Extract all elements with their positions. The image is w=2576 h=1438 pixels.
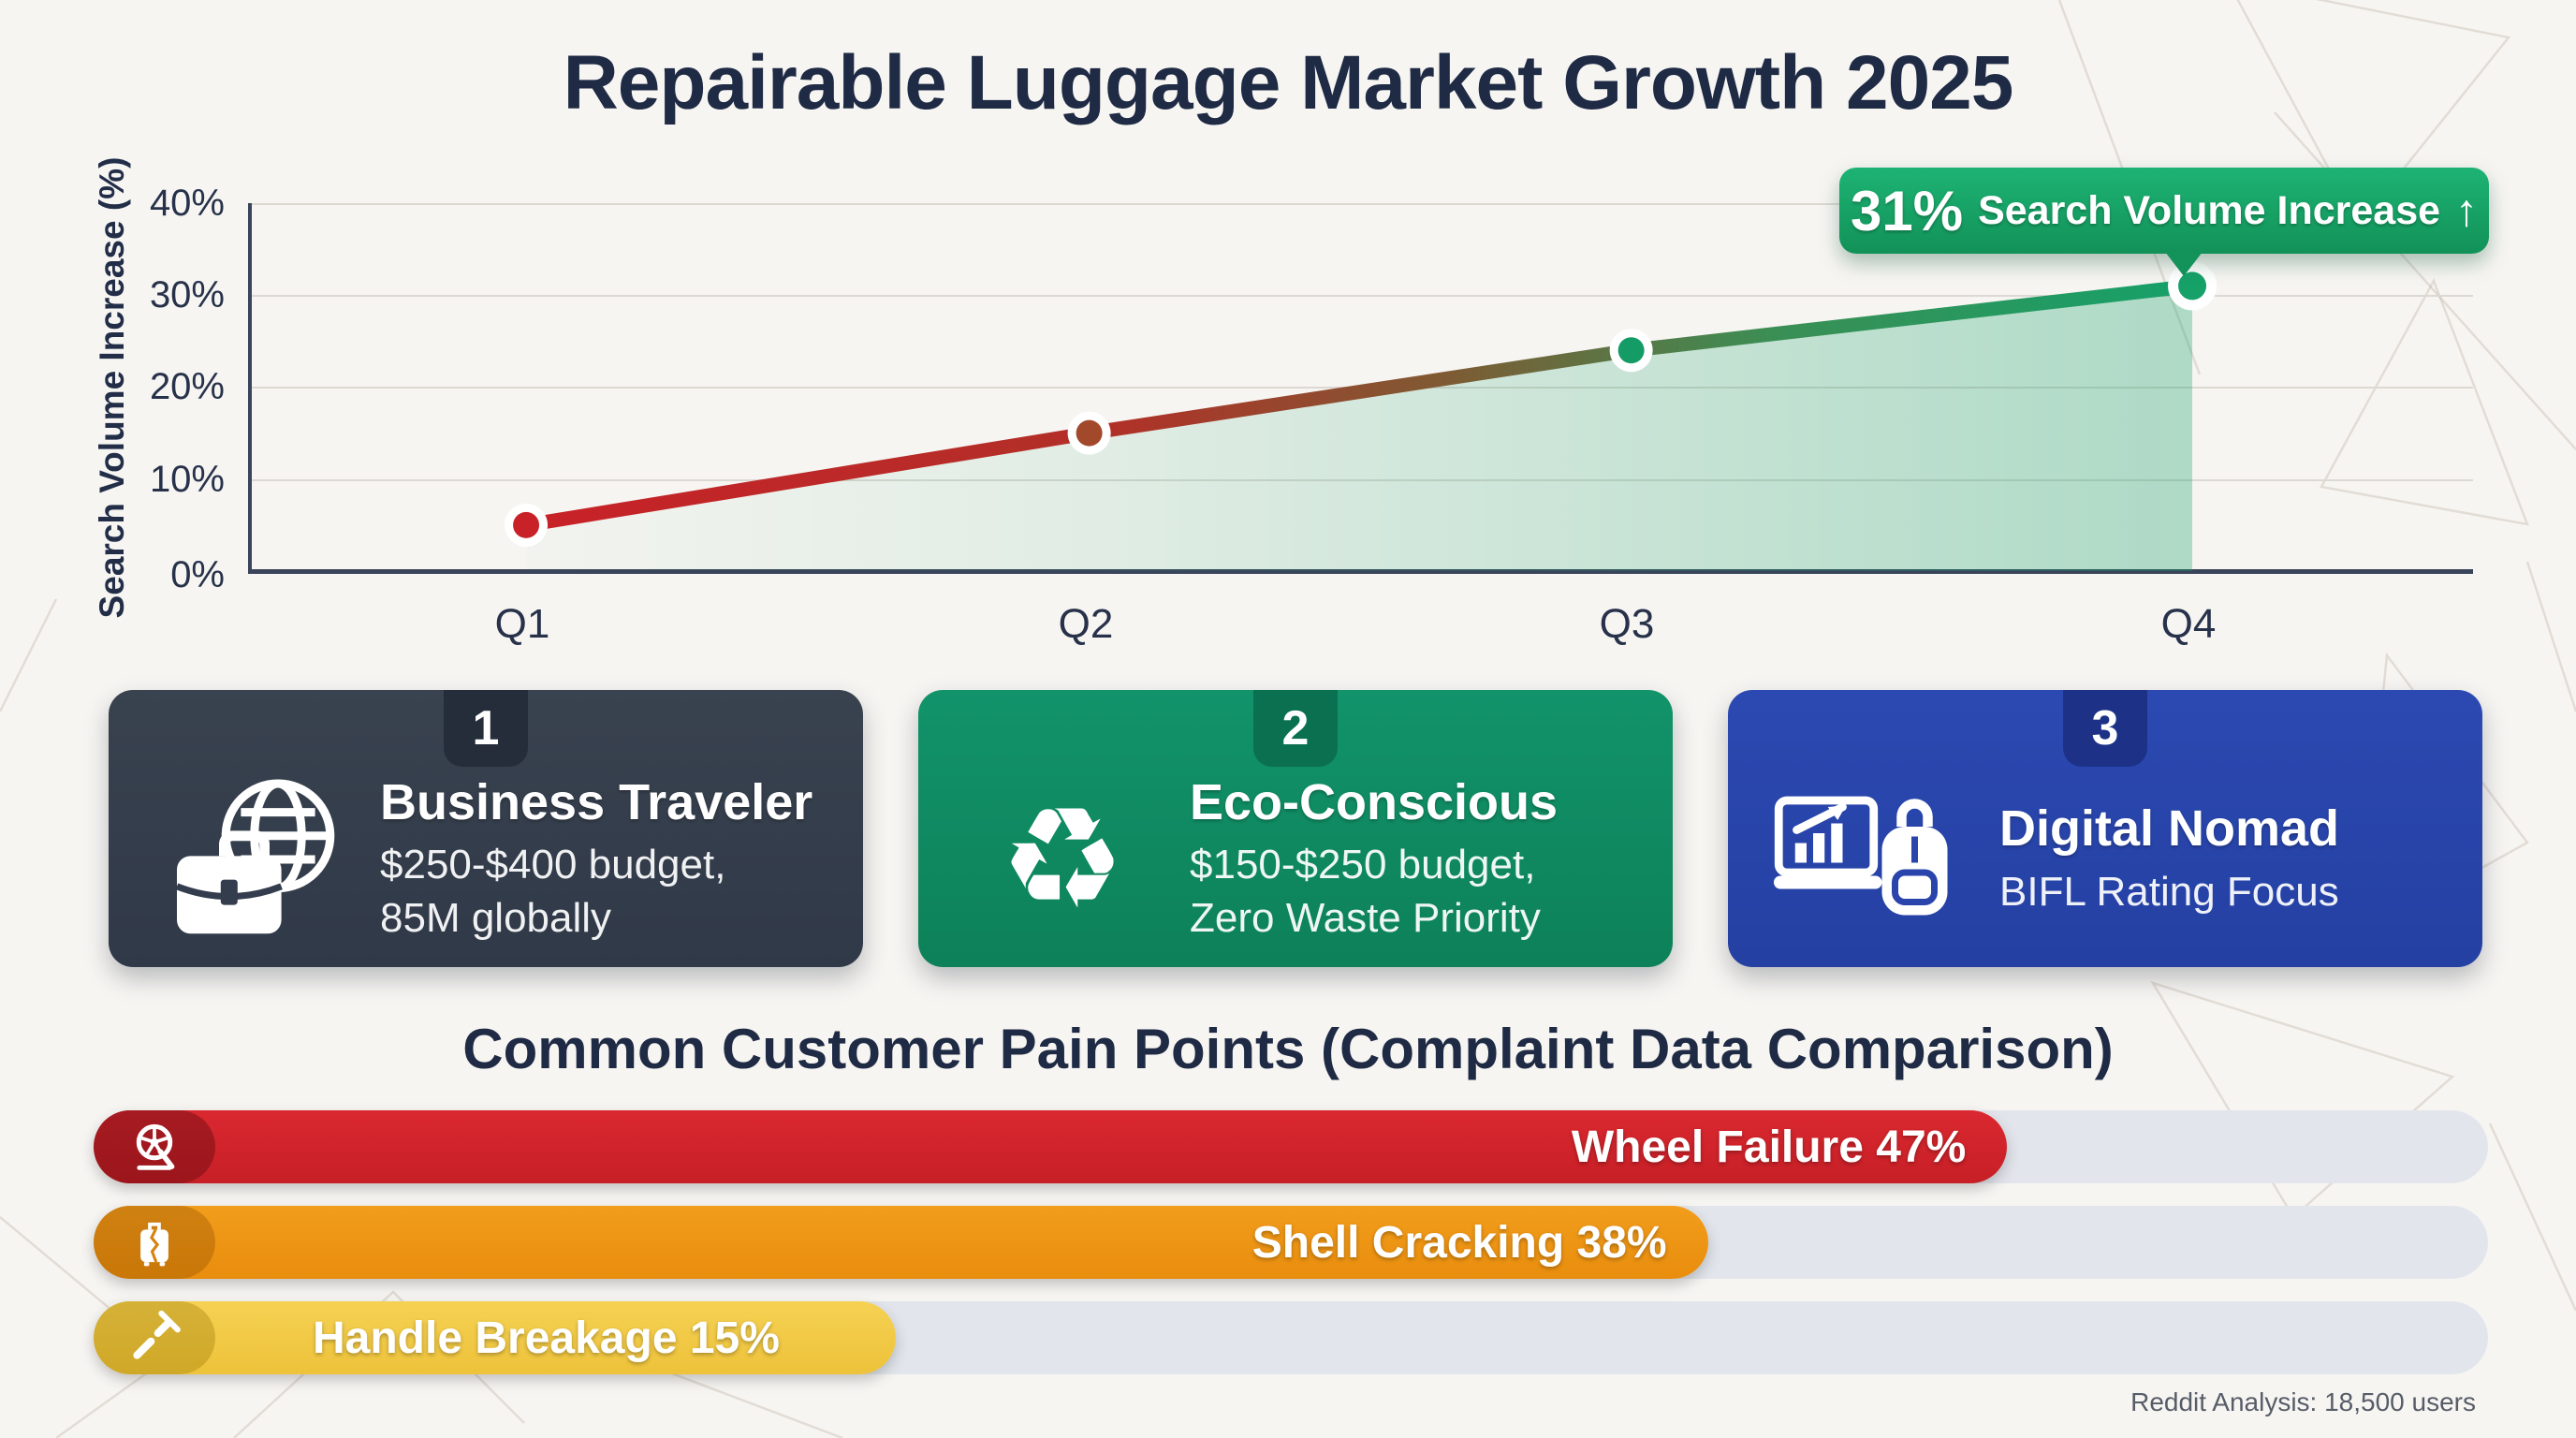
y-tick-20: 20%	[149, 366, 225, 407]
persona-subtitle: BIFL Rating Focus	[1999, 868, 2339, 915]
bar-label: Wheel Failure 47%	[1571, 1122, 1967, 1172]
card-eco-conscious: 2 ♻ Eco-Conscious $150-$250 budget, Zero…	[918, 690, 1673, 967]
peak-value-callout: 31% Search Volume Increase ↑	[1839, 168, 2489, 276]
persona-title: Eco-Conscious	[1190, 773, 1559, 830]
laptop-backpack-icon	[1769, 775, 1975, 944]
y-tick-0: 0%	[170, 554, 225, 595]
gridline-30	[252, 295, 2473, 297]
search-volume-line-chart: Search Volume Increase (%) 40% 30% 20% 1…	[0, 157, 2576, 665]
bar-fill: Handle Breakage 15%	[94, 1301, 896, 1374]
recycle-leaf-icon: ♻	[999, 778, 1126, 941]
card-digital-nomad: 3	[1728, 690, 2482, 967]
bar-label: Handle Breakage 15%	[313, 1313, 780, 1363]
y-tick-30: 30%	[149, 274, 225, 315]
callout-value: 31%	[1850, 179, 1964, 242]
bar-wheel-failure: Wheel Failure 47%	[94, 1110, 2488, 1183]
x-tick-q2: Q2	[1058, 601, 1114, 647]
card-business-traveler: 1 Business	[109, 690, 863, 967]
plot-area	[248, 203, 2473, 574]
bar-shell-cracking: Shell Cracking 38%	[94, 1206, 2488, 1279]
callout-label: Search Volume Increase	[1978, 187, 2441, 233]
persona-cards: 1 Business	[109, 690, 2482, 967]
x-tick-q1: Q1	[494, 601, 550, 647]
cracked-suitcase-icon	[94, 1206, 215, 1279]
bar-fill: Wheel Failure 47%	[94, 1110, 2008, 1183]
up-arrow-icon: ↑	[2455, 185, 2479, 236]
bar-handle-breakage: Handle Breakage 15%	[94, 1301, 2488, 1374]
bar-label: Shell Cracking 38%	[1251, 1217, 1667, 1268]
x-tick-q4: Q4	[2160, 601, 2217, 647]
card-number-badge: 3	[2063, 690, 2147, 767]
y-tick-10: 10%	[149, 459, 225, 500]
bar-fill: Shell Cracking 38%	[94, 1206, 1708, 1279]
page-title: Repairable Luggage Market Growth 2025	[563, 40, 2014, 125]
briefcase-globe-icon	[150, 775, 356, 944]
pain-points-heading: Common Customer Pain Points (Complaint D…	[462, 1018, 2114, 1080]
source-note: Reddit Analysis: 18,500 users	[2130, 1387, 2476, 1416]
x-axis-line	[248, 569, 2473, 574]
persona-title: Business Traveler	[380, 773, 813, 830]
pain-points-bars: Wheel Failure 47% Shell Cracking 38%	[94, 1110, 2488, 1397]
persona-subtitle: $150-$250 budget, Zero Waste Priority	[1190, 842, 1541, 942]
gridline-40	[252, 203, 2473, 205]
persona-subtitle: $250-$400 budget, 85M globally	[380, 842, 726, 942]
wheel-icon	[94, 1110, 215, 1183]
y-tick-40: 40%	[149, 183, 225, 224]
card-number-badge: 2	[1253, 690, 1338, 767]
x-tick-q3: Q3	[1599, 601, 1655, 647]
persona-title: Digital Nomad	[1999, 800, 2340, 858]
trend-line	[505, 261, 2217, 571]
card-number-badge: 1	[444, 690, 528, 767]
broken-handle-icon	[94, 1301, 215, 1374]
